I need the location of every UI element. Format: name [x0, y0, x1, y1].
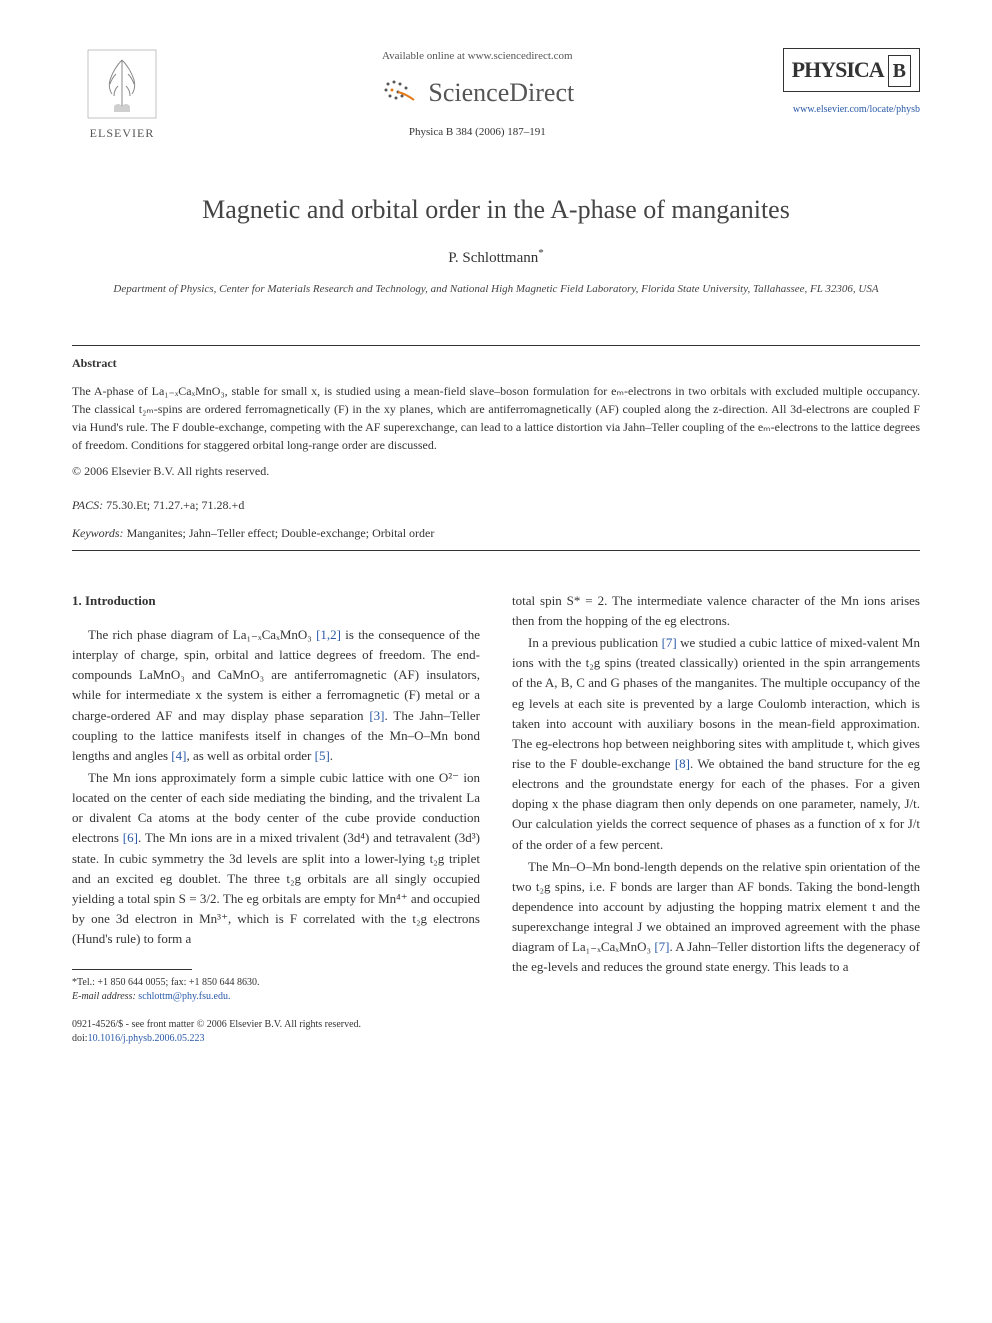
journal-header: ELSEVIER Available online at www.science… [72, 48, 920, 142]
tel-number: +1 850 644 0055; [97, 977, 168, 988]
section-heading: 1. Introduction [72, 591, 480, 611]
citation-link[interactable]: [7] [654, 939, 669, 954]
text-run: we studied a cubic lattice of mixed-vale… [512, 635, 920, 771]
paragraph: The rich phase diagram of La₁₋ₓCaₓMnO₃ [… [72, 625, 480, 766]
section-number: 1. [72, 593, 82, 608]
text-run: , as well as orbital order [186, 748, 314, 763]
affiliation: Department of Physics, Center for Materi… [72, 282, 920, 297]
physica-logo-box: PHYSICA B [783, 48, 920, 92]
abstract-copyright: © 2006 Elsevier B.V. All rights reserved… [72, 462, 920, 480]
paragraph: The Mn–O–Mn bond-length depends on the r… [512, 857, 920, 978]
text-run: The rich phase diagram of La₁₋ₓCaₓMnO₃ [88, 627, 316, 642]
pacs-line: PACS: 75.30.Et; 71.27.+a; 71.28.+d [72, 496, 920, 514]
sciencedirect-dots-icon [380, 78, 420, 106]
citation-link[interactable]: [4] [171, 748, 186, 763]
sciencedirect-logo: ScienceDirect [172, 73, 783, 112]
text-run: total spin S* = 2. The intermediate vale… [512, 593, 920, 628]
abstract-top-rule [72, 345, 920, 346]
elsevier-tree-icon [86, 48, 158, 120]
doi-label: doi: [72, 1033, 88, 1044]
text-run: In a previous publication [528, 635, 662, 650]
pacs-codes: 75.30.Et; 71.27.+a; 71.28.+d [106, 498, 244, 512]
email-link[interactable]: schlottm@phy.fsu.edu. [138, 991, 230, 1002]
paragraph: The Mn ions approximately form a simple … [72, 768, 480, 949]
journal-homepage-link[interactable]: www.elsevier.com/locate/physb [793, 104, 920, 115]
citation-link[interactable]: [1,2] [316, 627, 341, 642]
citation-link[interactable]: [6] [123, 830, 138, 845]
right-column: total spin S* = 2. The intermediate vale… [512, 591, 920, 1046]
issn-line: 0921-4526/$ - see front matter © 2006 El… [72, 1018, 480, 1032]
author-name: P. Schlottmann [448, 250, 538, 266]
text-run: . [330, 748, 333, 763]
sciencedirect-text: ScienceDirect [428, 73, 574, 112]
elsevier-logo: ELSEVIER [72, 48, 172, 142]
abstract-body: The A-phase of La₁₋ₓCaₓMnO₃, stable for … [72, 382, 920, 454]
physica-letter: B [888, 55, 911, 87]
footnote-rule [72, 969, 192, 970]
email-label: E-mail address: [72, 991, 136, 1002]
text-run: . The Mn ions are in a mixed trivalent (… [72, 830, 480, 946]
corresponding-author-footnote: *Tel.: +1 850 644 0055; fax: +1 850 644 … [72, 976, 480, 990]
author-line: P. Schlottmann* [72, 245, 920, 270]
section-title: Introduction [85, 593, 156, 608]
citation-link[interactable]: [3] [369, 708, 384, 723]
abstract-bottom-rule [72, 550, 920, 551]
citation-link[interactable]: [7] [662, 635, 677, 650]
doi-block: 0921-4526/$ - see front matter © 2006 El… [72, 1018, 480, 1046]
keywords-line: Keywords: Manganites; Jahn–Teller effect… [72, 524, 920, 542]
fax-number: +1 850 644 8630. [189, 977, 260, 988]
left-column: 1. Introduction The rich phase diagram o… [72, 591, 480, 1046]
abstract-heading: Abstract [72, 354, 920, 372]
body-columns: 1. Introduction The rich phase diagram o… [72, 591, 920, 1046]
center-header: Available online at www.sciencedirect.co… [172, 48, 783, 140]
paragraph: In a previous publication [7] we studied… [512, 633, 920, 855]
email-footnote: E-mail address: schlottm@phy.fsu.edu. [72, 990, 480, 1004]
paragraph: total spin S* = 2. The intermediate vale… [512, 591, 920, 631]
elsevier-label: ELSEVIER [90, 124, 155, 142]
physica-text: PHYSICA [792, 53, 884, 86]
fax-label: fax: [171, 977, 187, 988]
citation-link[interactable]: [8] [675, 756, 690, 771]
keywords-label: Keywords: [72, 526, 124, 540]
article-title: Magnetic and orbital order in the A-phas… [72, 190, 920, 229]
tel-label: Tel.: [77, 977, 95, 988]
citation-line: Physica B 384 (2006) 187–191 [172, 124, 783, 141]
journal-brand-box: PHYSICA B www.elsevier.com/locate/physb [783, 48, 920, 118]
keywords-list: Manganites; Jahn–Teller effect; Double-e… [127, 526, 435, 540]
citation-link[interactable]: [5] [315, 748, 330, 763]
doi-link[interactable]: 10.1016/j.physb.2006.05.223 [88, 1033, 205, 1044]
author-marker: * [538, 247, 544, 259]
pacs-label: PACS: [72, 498, 103, 512]
available-online-text: Available online at www.sciencedirect.co… [172, 48, 783, 65]
